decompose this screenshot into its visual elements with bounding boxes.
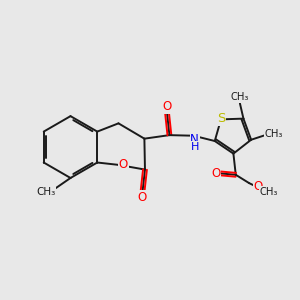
Text: O: O: [119, 158, 128, 171]
Text: N: N: [190, 133, 199, 146]
Text: O: O: [212, 167, 221, 180]
Text: O: O: [162, 100, 172, 113]
Text: CH₃: CH₃: [265, 129, 283, 140]
Text: O: O: [253, 180, 262, 193]
Text: H: H: [190, 142, 199, 152]
Text: O: O: [137, 191, 147, 204]
Text: S: S: [217, 112, 225, 125]
Text: CH₃: CH₃: [36, 187, 56, 196]
Text: CH₃: CH₃: [231, 92, 249, 102]
Text: CH₃: CH₃: [260, 187, 278, 197]
